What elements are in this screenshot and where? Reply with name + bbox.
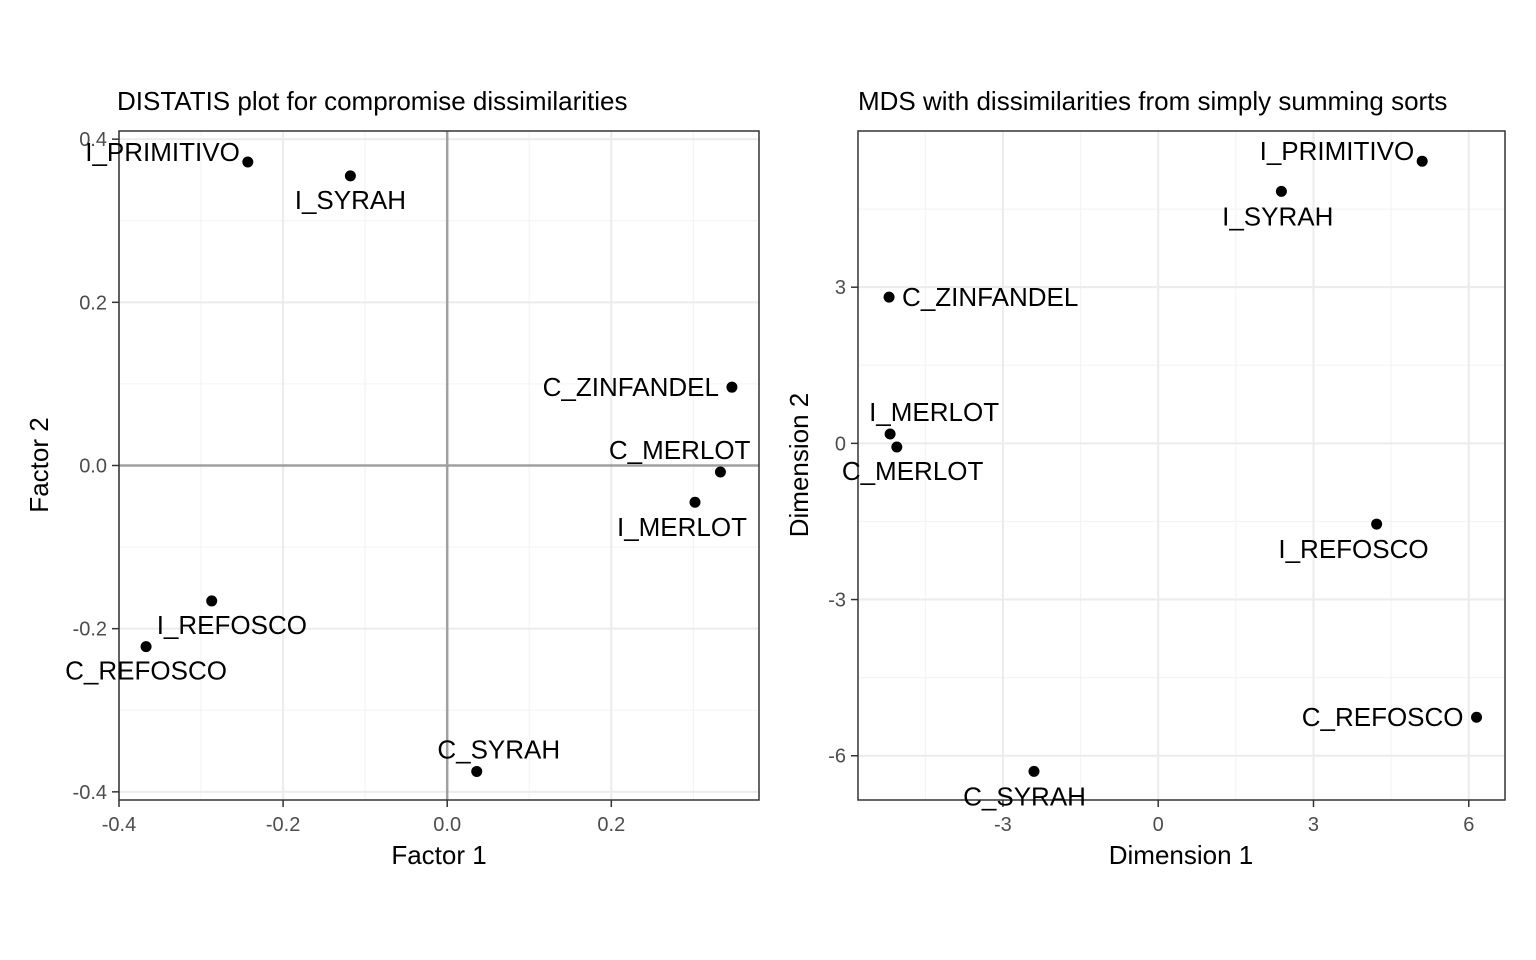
- data-points: I_PRIMITIVO I_SYRAH C_ZINFANDEL C_MERLOT I_M…: [65, 137, 751, 777]
- y-tick-label-m3: -3: [828, 590, 846, 612]
- y-tick-label-m0p4: -0.4: [73, 782, 107, 804]
- point-label-i-merlot: I_MERLOT: [617, 512, 747, 542]
- point-label-c-merlot: C_MERLOT: [609, 435, 751, 465]
- plot-border: [857, 130, 1506, 801]
- distatis-panel: DISTATIS plot for compromise dissimilari…: [24, 86, 760, 870]
- point-label-c-refosco: C_REFOSCO: [1302, 702, 1464, 732]
- point-c-syrah: [471, 765, 483, 777]
- point-label-c-refosco: C_REFOSCO: [65, 656, 227, 686]
- x-tick-label-0: 0.0: [433, 814, 461, 836]
- data-points: I_PRIMITIVO I_SYRAH C_ZINFANDEL I_MERLOT C_M…: [842, 136, 1483, 811]
- point-label-i-refosco: I_REFOSCO: [1278, 534, 1428, 564]
- point-label-i-merlot: I_MERLOT: [869, 397, 999, 427]
- point-label-c-syrah: C_SYRAH: [963, 781, 1086, 811]
- y-axis-title: Factor 2: [24, 417, 54, 512]
- chart-title: DISTATIS plot for compromise dissimilari…: [117, 86, 627, 116]
- x-tick-label-6: 6: [1463, 814, 1474, 836]
- grid: [858, 131, 1505, 800]
- point-c-zinfandel: [726, 381, 738, 393]
- point-c-refosco: [140, 641, 152, 653]
- y-tick-label-m6: -6: [828, 746, 846, 768]
- point-label-c-zinfandel: C_ZINFANDEL: [543, 372, 719, 402]
- point-label-i-primitivo: I_PRIMITIVO: [1260, 136, 1415, 166]
- point-label-i-syrah: I_SYRAH: [1222, 201, 1333, 231]
- point-i-refosco: [206, 595, 218, 607]
- point-c-syrah: [1028, 765, 1040, 777]
- point-c-merlot: [714, 466, 726, 478]
- x-tick-label-0p2: 0.2: [597, 814, 625, 836]
- axis-ticks: -3 0 3 6 -6 -3 0 3: [828, 277, 1474, 836]
- y-tick-label-0: 0.0: [79, 456, 107, 478]
- point-i-syrah: [344, 170, 356, 182]
- y-tick-label-0: 0: [835, 433, 846, 455]
- x-tick-label-3: 3: [1308, 814, 1319, 836]
- y-tick-label-0p4: 0.4: [79, 129, 107, 151]
- y-tick-label-3: 3: [835, 277, 846, 299]
- point-i-primitivo: [242, 156, 254, 168]
- reference-lines: [119, 131, 759, 800]
- chart-title: MDS with dissimilarities from simply sum…: [858, 86, 1447, 116]
- point-c-refosco: [1471, 711, 1483, 723]
- point-label-i-refosco: I_REFOSCO: [157, 610, 307, 640]
- y-axis-title: Dimension 2: [784, 393, 814, 538]
- point-i-merlot: [884, 428, 896, 440]
- point-label-c-zinfandel: C_ZINFANDEL: [902, 282, 1078, 312]
- point-i-primitivo: [1416, 155, 1428, 167]
- y-tick-label-0p2: 0.2: [79, 292, 107, 314]
- x-tick-label-m3: -3: [994, 814, 1012, 836]
- x-tick-label-m0p2: -0.2: [266, 814, 300, 836]
- point-label-i-syrah: I_SYRAH: [295, 185, 406, 215]
- mds-panel: MDS with dissimilarities from simply sum…: [784, 86, 1506, 870]
- point-label-c-syrah: C_SYRAH: [437, 734, 560, 764]
- point-label-i-primitivo: I_PRIMITIVO: [85, 137, 240, 167]
- y-tick-label-m0p2: -0.2: [73, 619, 107, 641]
- point-i-refosco: [1371, 518, 1383, 530]
- point-c-zinfandel: [883, 291, 895, 303]
- point-i-syrah: [1275, 185, 1287, 197]
- point-label-c-merlot: C_MERLOT: [842, 456, 984, 486]
- x-tick-label-0: 0: [1153, 814, 1164, 836]
- point-i-merlot: [689, 496, 701, 508]
- point-c-merlot: [891, 441, 903, 453]
- x-tick-label-m0p4: -0.4: [102, 814, 136, 836]
- x-axis-title: Factor 1: [391, 840, 486, 870]
- axis-ticks: -0.4 -0.2 0.0 0.2 -0.4 -0.2 0.0 0.2 0.4: [73, 129, 626, 836]
- x-axis-title: Dimension 1: [1109, 840, 1254, 870]
